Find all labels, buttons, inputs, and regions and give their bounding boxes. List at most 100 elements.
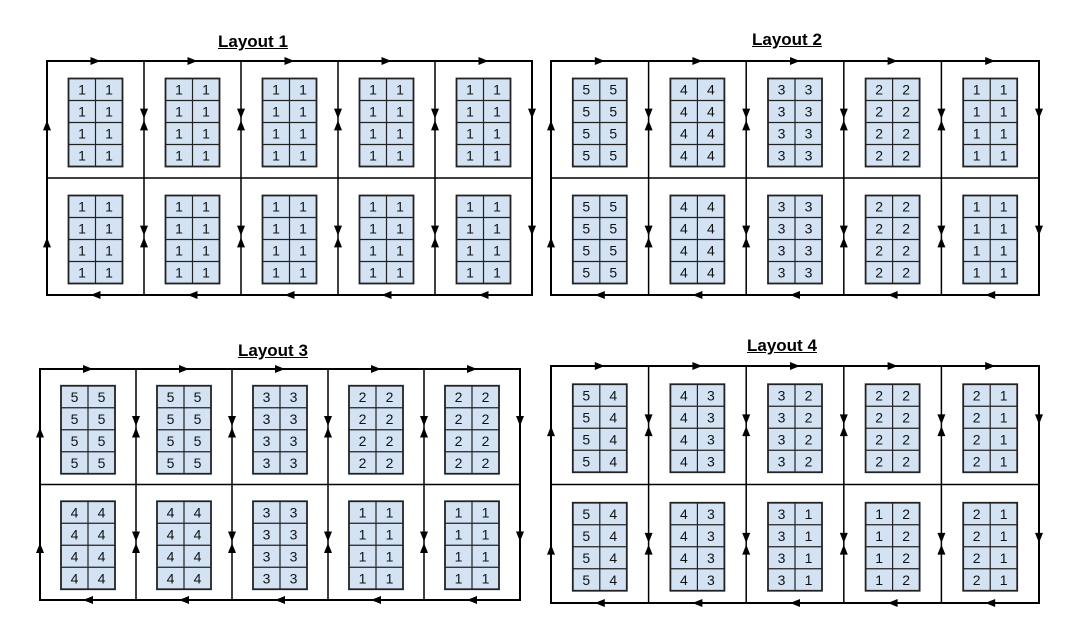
tray-cell-value: 5 [98, 411, 106, 427]
tray-cell-value: 1 [78, 265, 86, 281]
tray-cell-value: 1 [175, 148, 183, 164]
tray-cell-value: 5 [582, 243, 590, 259]
tray: 5 4 5 4 5 4 5 4 [571, 383, 628, 474]
tray-cell-value: 5 [582, 572, 590, 588]
tray-cell-value: 1 [875, 572, 883, 588]
flow-arrow-left-icon [381, 291, 392, 299]
tray: 1 1 1 1 1 1 1 1 [67, 194, 124, 285]
tray-cell-value: 4 [98, 504, 106, 520]
tray-cell-value: 1 [78, 199, 86, 215]
flow-arrow-down-icon [644, 532, 653, 543]
flow-arrow-right-icon [594, 57, 605, 65]
tray-cell-value: 1 [466, 243, 474, 259]
flow-arrow-down-icon [1035, 108, 1043, 119]
flow-arrow-right-icon [790, 57, 800, 65]
tray: 1 1 1 1 1 1 1 1 [444, 500, 500, 591]
tray-cell-value: 1 [455, 504, 463, 520]
tray-cell-value: 3 [805, 126, 813, 142]
tray-cell-value: 4 [167, 570, 175, 586]
tray-cell-value: 1 [369, 221, 377, 237]
flow-arrow-right-icon [887, 362, 898, 370]
tray-cell-value: 3 [290, 548, 298, 564]
tray-cell-value: 4 [71, 504, 79, 520]
flow-arrow-up-icon [420, 427, 428, 438]
tray-cell-value: 4 [167, 504, 175, 520]
tray-cell-value: 4 [71, 548, 79, 564]
tray-cell-value: 2 [805, 431, 813, 447]
layout-2-title: Layout 2 [752, 30, 822, 49]
tray-cell-value: 4 [98, 526, 106, 542]
tray-cell-value: 1 [973, 82, 981, 98]
tray: 4 4 4 4 4 4 4 4 [156, 500, 212, 591]
flow-arrow-right-icon [275, 365, 285, 373]
tray-cell-value: 1 [299, 126, 307, 142]
tray: 1 1 1 1 1 1 1 1 [261, 77, 318, 168]
tray-cell-value: 2 [902, 572, 910, 588]
flow-arrow-up-icon [742, 237, 751, 248]
flow-arrow-down-icon [1035, 414, 1043, 425]
tray-cell-value: 4 [167, 526, 175, 542]
tray-cell-value: 5 [609, 82, 617, 98]
flow-arrow-left-icon [83, 596, 93, 604]
tray-cell-value: 1 [1000, 550, 1008, 566]
flow-arrow-up-icon [334, 120, 342, 131]
tray-cell-value: 2 [902, 431, 910, 447]
tray: 1 1 1 1 1 1 1 1 [67, 77, 124, 168]
tray-cell-value: 1 [1000, 528, 1008, 544]
flow-arrow-left-icon [594, 599, 605, 607]
tray-cell-value: 1 [1000, 221, 1008, 237]
tray-cell-value: 2 [875, 243, 883, 259]
tray-cell-value: 2 [902, 409, 910, 425]
flow-arrow-down-icon [937, 414, 946, 425]
tray-cell-value: 3 [707, 387, 715, 403]
tray-cell-value: 1 [973, 148, 981, 164]
flow-arrow-down-icon [140, 225, 148, 236]
tray-cell-value: 5 [582, 431, 590, 447]
flow-arrow-up-icon [237, 237, 245, 248]
tray: 1 1 1 1 1 1 1 1 [455, 77, 512, 168]
tray-cell-value: 2 [875, 126, 883, 142]
flow-arrow-down-icon [334, 225, 342, 236]
tray-cell-value: 4 [71, 570, 79, 586]
tray-cell-value: 5 [582, 506, 590, 522]
tray-cell-value: 1 [105, 243, 113, 259]
tray-cell-value: 1 [202, 104, 210, 120]
tray-cell-value: 2 [973, 506, 981, 522]
tray-cell-value: 2 [875, 221, 883, 237]
tray-cell-value: 1 [78, 104, 86, 120]
tray-cell-value: 3 [290, 389, 298, 405]
tray-cell-value: 4 [707, 148, 715, 164]
tray-cell-value: 2 [902, 126, 910, 142]
flow-arrow-up-icon [644, 426, 653, 437]
flow-arrow-left-icon [275, 596, 285, 604]
tray-cell-value: 2 [386, 389, 394, 405]
flow-arrow-left-icon [692, 291, 703, 299]
tray-cell-value: 4 [609, 431, 617, 447]
tray-cell-value: 1 [369, 243, 377, 259]
tray-cell-value: 1 [466, 148, 474, 164]
tray-cell-value: 1 [466, 104, 474, 120]
flow-arrow-down-icon [937, 532, 946, 543]
tray-cell-value: 4 [680, 265, 688, 281]
tray-cell-value: 2 [973, 453, 981, 469]
tray-cell-value: 1 [482, 504, 490, 520]
tray-cell-value: 2 [359, 411, 367, 427]
flow-arrow-down-icon [516, 531, 524, 542]
tray: 5 4 5 4 5 4 5 4 [571, 501, 628, 592]
tray-cell-value: 2 [973, 572, 981, 588]
flow-arrow-left-icon [887, 599, 898, 607]
tray-cell-value: 1 [105, 199, 113, 215]
tray-cell-value: 4 [680, 104, 688, 120]
tray-cell-value: 1 [272, 265, 280, 281]
tray-cell-value: 3 [290, 570, 298, 586]
flow-arrow-right-icon [692, 57, 703, 65]
tray-cell-value: 1 [493, 104, 501, 120]
flow-arrow-up-icon [937, 544, 946, 555]
tray-cell-value: 4 [194, 548, 202, 564]
tray: 4 3 4 3 4 3 4 3 [669, 383, 726, 474]
flow-arrow-up-icon [547, 426, 555, 437]
tray-cell-value: 3 [263, 433, 271, 449]
tray-cell-value: 3 [290, 504, 298, 520]
flow-arrow-down-icon [228, 531, 236, 542]
flow-arrow-right-icon [985, 362, 996, 370]
